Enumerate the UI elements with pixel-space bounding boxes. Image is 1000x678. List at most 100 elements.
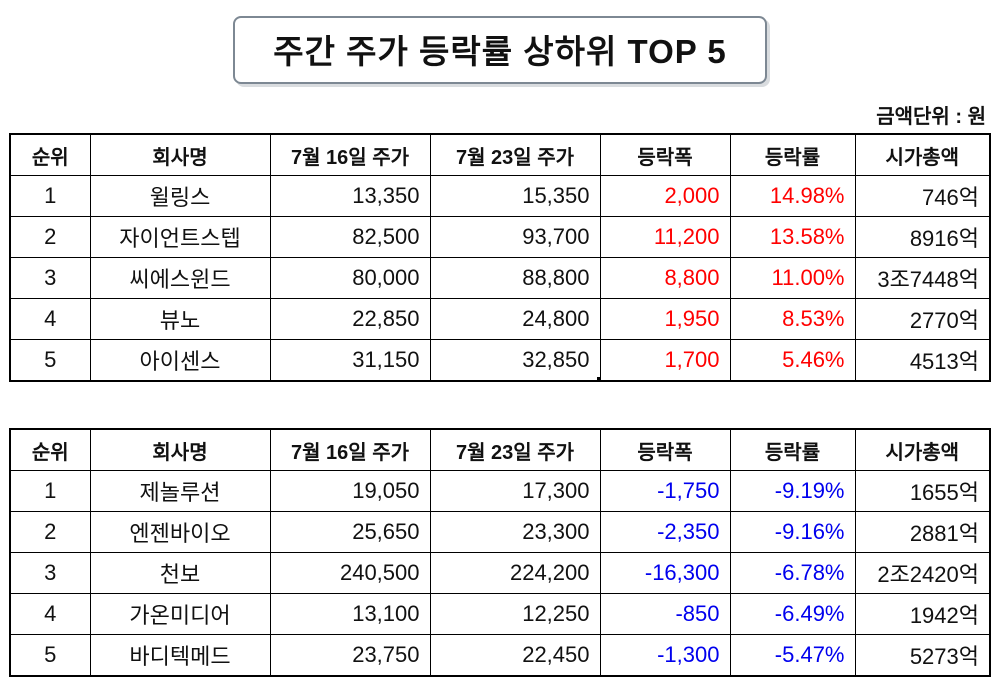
cell-price-jul16: 82,500 xyxy=(269,216,431,258)
table-row: 5 바디텍메드 23,750 22,450 -1,300 -5.47% 5273억 xyxy=(9,634,991,677)
cell-change-amount: -1,750 xyxy=(599,470,731,512)
cell-change-amount: 11,200 xyxy=(599,216,731,258)
cell-price-jul16: 19,050 xyxy=(269,470,431,512)
title-wrap: 주간 주가 등락률 상하위 TOP 5 xyxy=(0,0,1000,84)
cell-price-jul23: 93,700 xyxy=(429,216,601,258)
cell-price-jul16: 22,850 xyxy=(269,298,431,340)
cell-rank: 3 xyxy=(9,552,91,594)
gainers-table: 순위 회사명 7월 16일 주가 7월 23일 주가 등락폭 등락률 시가총액 1 윌링스 13… xyxy=(9,133,991,382)
cell-rank: 5 xyxy=(9,634,91,677)
col-header-market-cap: 시가총액 xyxy=(854,428,991,471)
cell-company: 자이언트스텝 xyxy=(89,216,271,258)
cell-change-rate: -5.47% xyxy=(729,634,856,677)
cell-company: 아이센스 xyxy=(89,339,271,382)
cell-market-cap: 4513억 xyxy=(854,339,991,382)
cell-price-jul23: 88,800 xyxy=(429,257,601,299)
cell-price-jul23: 12,250 xyxy=(429,593,601,635)
cell-market-cap: 2조2420억 xyxy=(854,552,991,594)
col-header-price-jul23: 7월 23일 주가 xyxy=(429,133,601,176)
table-row: 2 자이언트스텝 82,500 93,700 11,200 13.58% 8916억 xyxy=(9,216,991,258)
unit-label: 금액단위 : 원 xyxy=(876,106,986,128)
cell-rank: 1 xyxy=(9,470,91,512)
table-row: 4 뷰노 22,850 24,800 1,950 8.53% 2770억 xyxy=(9,298,991,340)
cell-price-jul23: 224,200 xyxy=(429,552,601,594)
table-row: 3 천보 240,500 224,200 -16,300 -6.78% 2조2420억 xyxy=(9,552,991,594)
cell-market-cap: 8916억 xyxy=(854,216,991,258)
cell-company: 뷰노 xyxy=(89,298,271,340)
cell-market-cap: 2770억 xyxy=(854,298,991,340)
cell-market-cap: 3조7448억 xyxy=(854,257,991,299)
gainers-header-row: 순위 회사명 7월 16일 주가 7월 23일 주가 등락폭 등락률 시가총액 xyxy=(9,133,991,176)
cell-rank: 5 xyxy=(9,339,91,382)
cell-price-jul23: 23,300 xyxy=(429,511,601,553)
cell-change-amount: 8,800 xyxy=(599,257,731,299)
cell-change-rate: 5.46% xyxy=(729,339,856,382)
cell-change-rate: -9.19% xyxy=(729,470,856,512)
cell-change-rate: 13.58% xyxy=(729,216,856,258)
col-header-rank: 순위 xyxy=(9,428,91,471)
table-row: 4 가온미디어 13,100 12,250 -850 -6.49% 1942억 xyxy=(9,593,991,635)
cell-change-rate: 8.53% xyxy=(729,298,856,340)
cell-price-jul23: 15,350 xyxy=(429,175,601,217)
col-header-price-jul23: 7월 23일 주가 xyxy=(429,428,601,471)
cell-price-jul23: 24,800 xyxy=(429,298,601,340)
cell-company: 윌링스 xyxy=(89,175,271,217)
cell-change-rate: 14.98% xyxy=(729,175,856,217)
losers-table: 순위 회사명 7월 16일 주가 7월 23일 주가 등락폭 등락률 시가총액 1 제놀루션 1… xyxy=(9,428,991,677)
cell-price-jul16: 13,100 xyxy=(269,593,431,635)
cell-change-amount: -2,350 xyxy=(599,511,731,553)
page-title-text: 주간 주가 등락률 상하위 xyxy=(273,33,618,70)
table-row: 1 제놀루션 19,050 17,300 -1,750 -9.19% 1655억 xyxy=(9,470,991,512)
cell-change-amount: -16,300 xyxy=(599,552,731,594)
cell-price-jul16: 80,000 xyxy=(269,257,431,299)
col-header-change-amount: 등락폭 xyxy=(599,133,731,176)
cell-market-cap: 5273억 xyxy=(854,634,991,677)
cell-change-amount: -850 xyxy=(599,593,731,635)
cell-price-jul23: 22,450 xyxy=(429,634,601,677)
cell-price-jul23: 17,300 xyxy=(429,470,601,512)
cell-rank: 2 xyxy=(9,216,91,258)
cell-price-jul16: 23,750 xyxy=(269,634,431,677)
cell-rank: 4 xyxy=(9,593,91,635)
losers-header-row: 순위 회사명 7월 16일 주가 7월 23일 주가 등락폭 등락률 시가총액 xyxy=(9,428,991,471)
cell-change-rate: -6.78% xyxy=(729,552,856,594)
col-header-change-amount: 등락폭 xyxy=(599,428,731,471)
col-header-price-jul16: 7월 16일 주가 xyxy=(269,133,431,176)
col-header-rank: 순위 xyxy=(9,133,91,176)
table-row: 1 윌링스 13,350 15,350 2,000 14.98% 746억 xyxy=(9,175,991,217)
col-header-company: 회사명 xyxy=(89,428,271,471)
cell-company: 바디텍메드 xyxy=(89,634,271,677)
cell-company: 가온미디어 xyxy=(89,593,271,635)
cell-change-amount: -1,300 xyxy=(599,634,731,677)
col-header-change-rate: 등락률 xyxy=(729,133,856,176)
gainers-table-body: 1 윌링스 13,350 15,350 2,000 14.98% 746억 2 자이언트스텝 82… xyxy=(9,175,991,382)
cell-rank: 3 xyxy=(9,257,91,299)
cell-price-jul16: 25,650 xyxy=(269,511,431,553)
col-header-company: 회사명 xyxy=(89,133,271,176)
cell-company: 제놀루션 xyxy=(89,470,271,512)
table-row: 5 아이센스 31,150 32,850 1,700 5.46% 4513억 xyxy=(9,339,991,382)
cell-company: 천보 xyxy=(89,552,271,594)
page-title-strong: TOP 5 xyxy=(627,33,727,70)
cell-price-jul16: 31,150 xyxy=(269,339,431,382)
table-row: 2 엔젠바이오 25,650 23,300 -2,350 -9.16% 2881억 xyxy=(9,511,991,553)
cell-rank: 2 xyxy=(9,511,91,553)
cell-market-cap: 746억 xyxy=(854,175,991,217)
page-title: 주간 주가 등락률 상하위 TOP 5 xyxy=(233,16,767,84)
selected-cell: 32,850 xyxy=(429,339,601,382)
cell-company: 씨에스윈드 xyxy=(89,257,271,299)
cell-price-jul16: 240,500 xyxy=(269,552,431,594)
cell-market-cap: 1942억 xyxy=(854,593,991,635)
col-header-change-rate: 등락률 xyxy=(729,428,856,471)
cell-change-rate: 11.00% xyxy=(729,257,856,299)
cell-rank: 1 xyxy=(9,175,91,217)
col-header-price-jul16: 7월 16일 주가 xyxy=(269,428,431,471)
cell-market-cap: 1655억 xyxy=(854,470,991,512)
cell-change-amount: 1,950 xyxy=(599,298,731,340)
cell-rank: 4 xyxy=(9,298,91,340)
cell-change-rate: -6.49% xyxy=(729,593,856,635)
table-row: 3 씨에스윈드 80,000 88,800 8,800 11.00% 3조7448억 xyxy=(9,257,991,299)
cell-company: 엔젠바이오 xyxy=(89,511,271,553)
cell-change-rate: -9.16% xyxy=(729,511,856,553)
cell-market-cap: 2881억 xyxy=(854,511,991,553)
